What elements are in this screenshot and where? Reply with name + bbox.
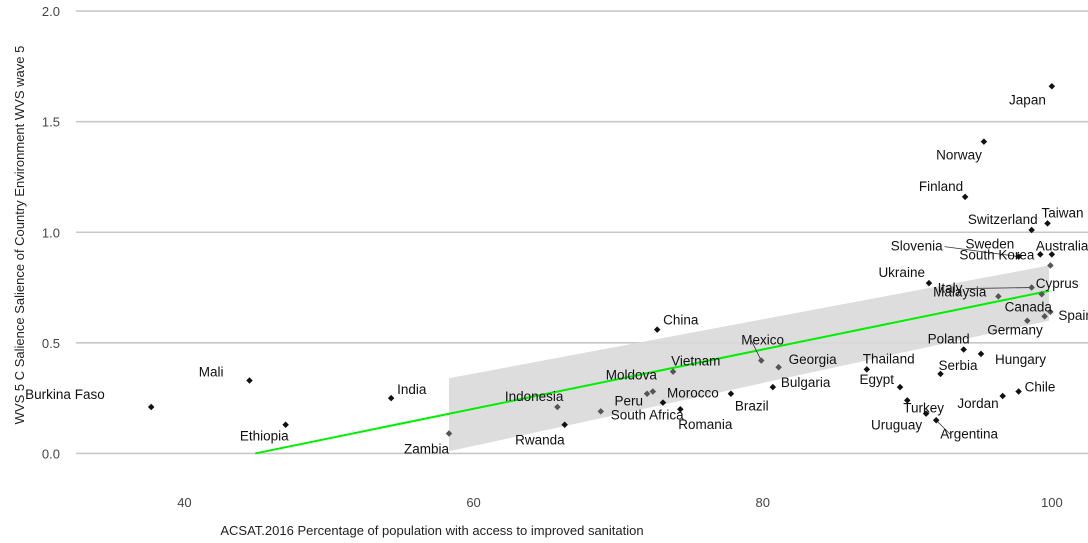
label-germany: Germany xyxy=(987,323,1043,338)
label-peru: Peru xyxy=(615,394,644,409)
point-taiwan xyxy=(1044,220,1051,227)
point-rwanda xyxy=(561,421,568,428)
point-turkey xyxy=(904,397,911,404)
label-sweden: Sweden xyxy=(965,236,1014,251)
label-south-africa: South Africa xyxy=(611,407,684,422)
y-tick-label: 0.0 xyxy=(42,446,60,461)
point-labels: Burkina Faso Mali Ethiopia India Zambia Indon… xyxy=(25,92,1088,456)
label-australia: Australia xyxy=(1036,238,1088,253)
label-china: China xyxy=(663,313,699,328)
point-zambia xyxy=(445,430,453,437)
leader-lines xyxy=(750,246,1032,435)
label-vietnam: Vietnam xyxy=(671,354,720,369)
label-brazil: Brazil xyxy=(735,399,769,414)
label-turkey: Turkey xyxy=(903,400,944,415)
point-hungary xyxy=(977,350,985,358)
point-bulgaria xyxy=(769,383,777,391)
point-burkina-faso xyxy=(147,403,155,411)
trend-line-group xyxy=(255,289,1050,455)
point-china xyxy=(653,326,661,333)
point-finland xyxy=(961,193,969,201)
label-romania: Romania xyxy=(678,417,733,432)
y-tick-label: 0.5 xyxy=(42,336,60,351)
confidence-band xyxy=(448,265,1049,452)
label-burkina-faso: Burkina Faso xyxy=(25,387,105,402)
point-romania xyxy=(677,405,684,413)
label-slovenia: Slovenia xyxy=(891,239,943,254)
label-cyprus: Cyprus xyxy=(1036,276,1079,291)
point-mali xyxy=(246,377,253,384)
trend-line xyxy=(255,289,1050,455)
label-japan: Japan xyxy=(1009,92,1046,107)
label-jordan: Jordan xyxy=(957,396,998,411)
x-axis-title: ACSAT.2016 Percentage of population with… xyxy=(220,523,643,538)
leader-mexico xyxy=(750,340,762,361)
label-zambia: Zambia xyxy=(404,442,450,457)
point-chile xyxy=(1015,388,1022,395)
label-taiwan: Taiwan xyxy=(1042,205,1084,220)
label-mali: Mali xyxy=(199,364,224,379)
label-indonesia: Indonesia xyxy=(505,389,564,404)
label-poland: Poland xyxy=(928,331,970,346)
point-georgia xyxy=(775,363,782,371)
label-argentina: Argentina xyxy=(940,426,998,441)
point-vietnam xyxy=(669,368,677,375)
point-south-africa xyxy=(597,408,605,415)
point-thailand xyxy=(863,366,871,373)
label-south-korea: South Korea xyxy=(959,247,1035,262)
point-india xyxy=(387,394,395,402)
point-malaysia xyxy=(995,293,1002,300)
y-tick-label: 1.0 xyxy=(42,225,60,240)
y-tick-label: 2.0 xyxy=(42,4,60,19)
point-japan xyxy=(1048,83,1056,90)
point-poland xyxy=(960,346,967,353)
x-tick-label: 100 xyxy=(1041,495,1063,510)
label-thailand: Thailand xyxy=(863,351,915,366)
leader-italy xyxy=(965,287,1032,289)
label-mexico: Mexico xyxy=(741,333,784,348)
point-peru xyxy=(643,390,651,397)
point-norway xyxy=(980,138,988,145)
x-tick-label: 40 xyxy=(177,495,191,510)
label-malaysia: Malaysia xyxy=(933,284,987,299)
point-slovenia xyxy=(1015,253,1022,260)
point-argentina xyxy=(932,417,940,424)
label-norway: Norway xyxy=(936,148,982,163)
label-spain: Spain xyxy=(1058,308,1088,323)
axis-ticks: 0.0 0.5 1.0 1.5 2.0 40 60 80 100 xyxy=(42,4,1063,510)
label-ukraine: Ukraine xyxy=(878,265,925,280)
label-rwanda: Rwanda xyxy=(515,433,565,448)
point-jordan xyxy=(999,392,1006,400)
point-mexico xyxy=(758,357,765,364)
label-morocco: Morocco xyxy=(667,386,719,401)
label-chile: Chile xyxy=(1025,380,1056,395)
label-italy: Italy xyxy=(938,281,963,296)
label-ethiopia: Ethiopia xyxy=(240,429,289,444)
x-tick-label: 80 xyxy=(755,495,769,510)
point-egypt xyxy=(896,383,904,391)
label-serbia: Serbia xyxy=(939,358,979,373)
point-indonesia xyxy=(554,403,561,411)
leader-argentina xyxy=(935,419,951,435)
y-axis-title: WVS 5 C Salience Salience of Country Env… xyxy=(12,46,27,425)
label-india: India xyxy=(397,382,427,397)
label-bulgaria: Bulgaria xyxy=(781,375,831,390)
point-ukraine xyxy=(925,279,933,287)
x-tick-label: 60 xyxy=(466,495,480,510)
label-switzerland: Switzerland xyxy=(968,212,1038,227)
point-ethiopia xyxy=(282,421,289,428)
leader-slovenia xyxy=(944,246,1019,257)
label-hungary: Hungary xyxy=(995,352,1046,367)
confidence-band-group xyxy=(448,265,1049,452)
point-brazil xyxy=(727,390,735,397)
label-moldova: Moldova xyxy=(606,368,658,383)
y-tick-label: 1.5 xyxy=(42,115,60,130)
point-uruguay xyxy=(922,410,930,417)
label-uruguay: Uruguay xyxy=(871,418,922,433)
label-egypt: Egypt xyxy=(860,372,895,387)
label-finland: Finland xyxy=(919,179,963,194)
label-canada: Canada xyxy=(1005,299,1053,314)
label-georgia: Georgia xyxy=(789,352,838,367)
